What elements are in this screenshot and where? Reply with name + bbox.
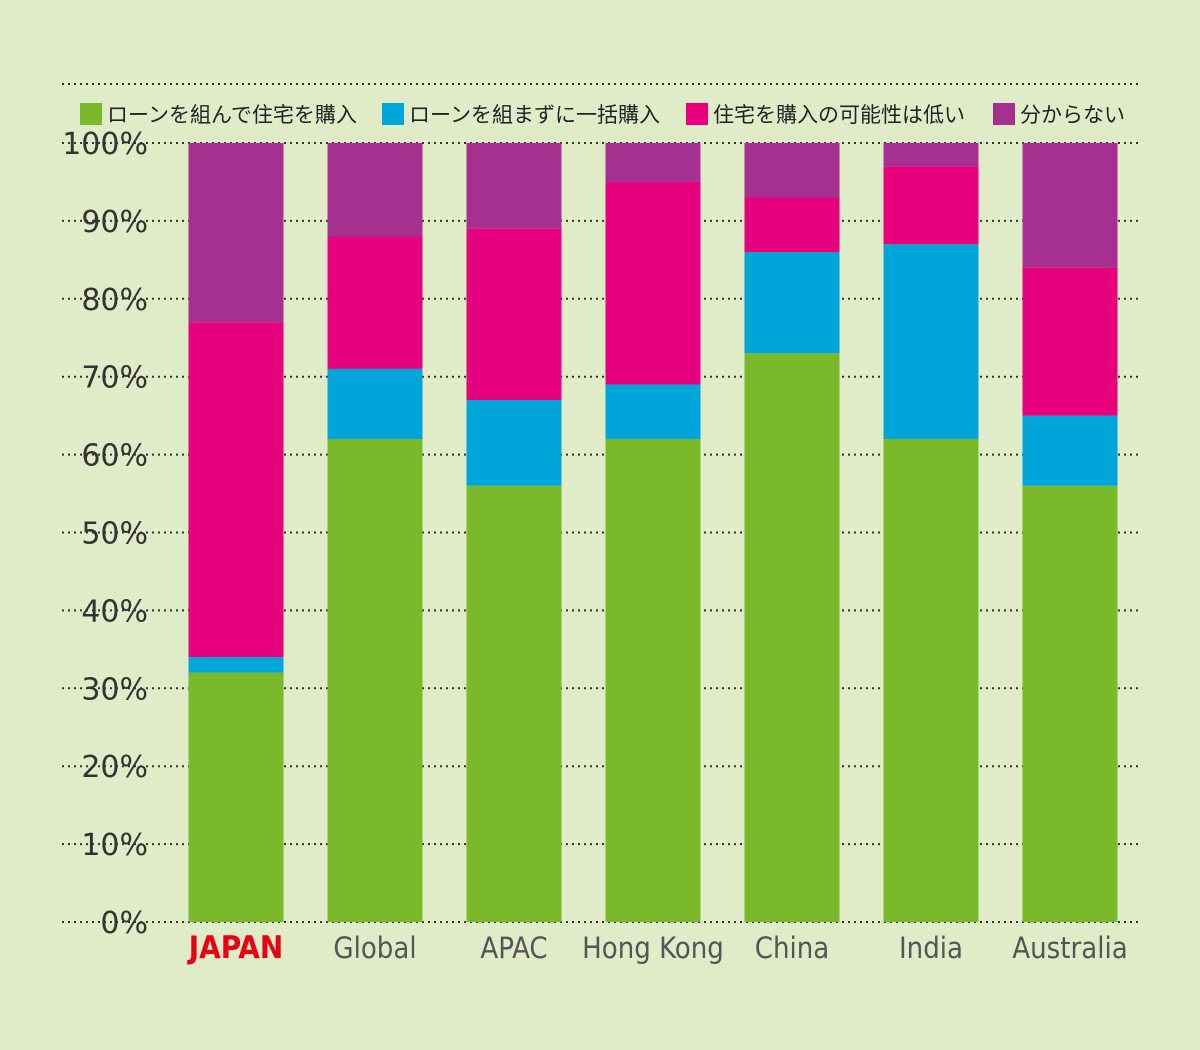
bar-segment-india-series-1 — [883, 439, 979, 922]
bar-segment-japan-series-2 — [188, 657, 284, 673]
bar-segment-india-series-4 — [883, 143, 979, 167]
bar-segment-hong-kong-series-4 — [605, 143, 701, 182]
bar-segment-global-series-2 — [327, 368, 423, 440]
bar-segment-china-series-1 — [744, 353, 840, 923]
legend-swatch — [80, 103, 102, 125]
y-tick-label: 50% — [81, 517, 148, 552]
bar-segment-india-series-3 — [883, 166, 979, 245]
legend-label: 住宅を購入の可能性は低い — [713, 103, 965, 127]
y-tick-label: 40% — [81, 594, 148, 629]
bar-segment-australia-series-2 — [1022, 415, 1118, 486]
y-tick-label: 20% — [81, 750, 148, 785]
bar-segment-apac-series-4 — [466, 143, 562, 229]
bar-segment-china-series-3 — [744, 197, 840, 253]
y-tick-label: 30% — [81, 672, 148, 707]
bar-segment-australia-series-3 — [1022, 267, 1118, 416]
bar-segment-japan-series-1 — [188, 672, 284, 922]
bar-segment-japan-series-4 — [188, 143, 284, 323]
bar-segment-hong-kong-series-1 — [605, 439, 701, 922]
bar-segment-global-series-4 — [327, 143, 423, 237]
bar-segment-hong-kong-series-2 — [605, 384, 701, 440]
bar-segment-china-series-2 — [744, 252, 840, 354]
bar-segment-apac-series-2 — [466, 400, 562, 486]
x-axis-labels: JAPAN Global APAC Hong Kong China India Austra… — [187, 930, 1128, 966]
legend-label: 分からない — [1020, 103, 1125, 127]
y-tick-label: 60% — [81, 439, 148, 474]
x-category-label: JAPAN — [187, 930, 283, 966]
legend-swatch — [686, 103, 708, 125]
bar-segment-global-series-1 — [327, 439, 423, 922]
y-axis-ticks: 0% 10% 20% 30% 40% 50% 60% 70% 80% 90% 100% — [62, 127, 148, 941]
y-tick-label: 0% — [100, 906, 148, 941]
y-tick-label: 100% — [62, 127, 148, 162]
y-tick-label: 80% — [81, 283, 148, 318]
bar-segment-japan-series-3 — [188, 322, 284, 658]
bar-segment-apac-series-1 — [466, 485, 562, 922]
y-tick-label: 70% — [81, 361, 148, 396]
bar-segment-india-series-2 — [883, 244, 979, 440]
legend-label: ローンを組まずに一括購入 — [409, 103, 660, 127]
bar-segment-china-series-4 — [744, 143, 840, 198]
x-category-label: Australia — [1012, 931, 1127, 965]
legend-swatch — [993, 103, 1015, 125]
legend: ローンを組んで住宅を購入 ローンを組まずに一括購入 住宅を購入の可能性は低い 分からな… — [80, 103, 1125, 127]
bar-segment-australia-series-4 — [1022, 143, 1118, 268]
bar-segment-global-series-3 — [327, 236, 423, 369]
y-tick-label: 10% — [81, 828, 148, 863]
x-category-label: APAC — [480, 931, 547, 965]
x-category-label: Hong Kong — [582, 931, 724, 965]
bar-segment-australia-series-1 — [1022, 485, 1118, 922]
y-tick-label: 90% — [81, 205, 148, 240]
legend-label: ローンを組んで住宅を購入 — [107, 103, 357, 127]
bar-segment-apac-series-3 — [466, 228, 562, 401]
x-category-label: Global — [333, 931, 416, 965]
x-category-label: India — [899, 931, 963, 965]
legend-swatch — [382, 103, 404, 125]
bars — [188, 143, 1118, 923]
bar-segment-hong-kong-series-3 — [605, 181, 701, 385]
x-category-label: China — [755, 931, 830, 965]
